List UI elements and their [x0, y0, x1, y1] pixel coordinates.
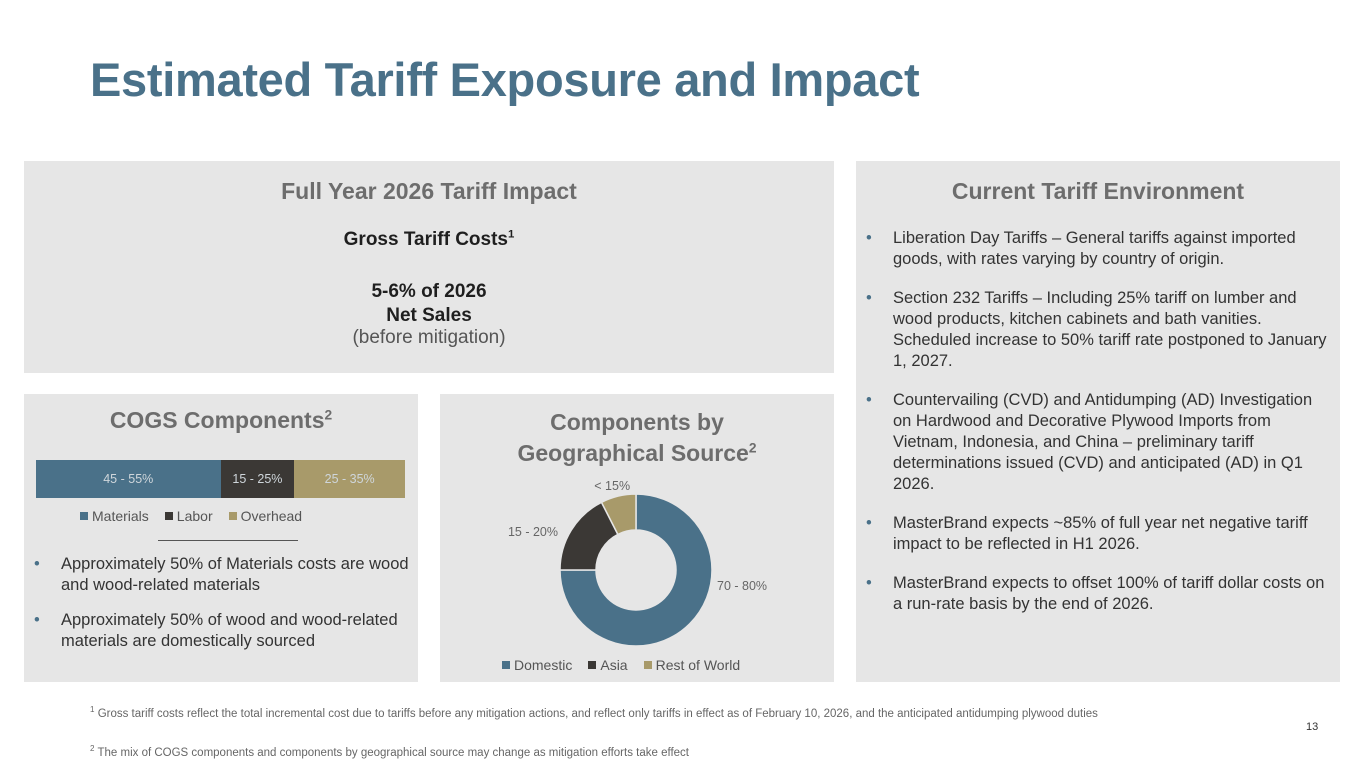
bar-segment-labor: 15 - 25%	[220, 460, 295, 498]
bullet-icon: •	[34, 611, 40, 629]
legend-label: Domestic	[514, 657, 573, 673]
bullet-icon: •	[34, 555, 40, 573]
gross-tariff-costs-label: Gross Tariff Costs1	[343, 228, 515, 250]
bullet-icon: •	[866, 514, 872, 532]
legend-label: Asia	[600, 657, 628, 673]
list-item: • MasterBrand expects to offset 100% of t…	[866, 574, 1325, 613]
list-item: • MasterBrand expects ~85% of full year n…	[866, 514, 1308, 553]
donut-label-asia: 15 - 20%	[508, 525, 558, 539]
footnote-1: 1 Gross tariff costs reflect the total i…	[90, 705, 1098, 720]
tariff-impact-panel: Full Year 2026 Tariff Impact Gross Tarif…	[24, 161, 834, 373]
footnote-2: 2 The mix of COGS components and compone…	[90, 744, 689, 759]
legend-label: Materials	[92, 508, 149, 524]
net-sales-percentage: 5-6% of 2026 Net Sales	[371, 281, 487, 326]
legend-swatch	[643, 661, 652, 669]
legend-item-overhead: Overhead	[228, 508, 303, 524]
legend-item-domestic: Domestic	[502, 657, 572, 673]
list-item: • Liberation Day Tariffs – General tariff…	[866, 229, 1296, 268]
legend-label: Labor	[176, 508, 213, 524]
geographical-source-panel: Components by Geographical Source2 70 - …	[440, 394, 834, 682]
donut-slice-rest-of-world	[600, 493, 637, 536]
legend-item-rest-of-world: Rest of World	[643, 657, 741, 673]
cogs-components-panel: COGS Components2 45 - 55% 15 - 25% 25 - 35…	[24, 394, 418, 682]
legend-swatch	[80, 512, 88, 520]
tariff-environment-list: • Liberation Day Tariffs – General tariff…	[866, 228, 1332, 633]
donut-label-domestic: 70 - 80%	[717, 579, 767, 593]
cogs-components-heading: COGS Components2	[109, 407, 333, 433]
bullet-icon: •	[866, 391, 872, 409]
tariff-environment-heading: Current Tariff Environment	[951, 178, 1245, 204]
legend-swatch	[228, 512, 237, 520]
donut-slice-domestic	[559, 493, 713, 647]
legend-item-labor: Labor	[164, 508, 213, 524]
page-title: Estimated Tariff Exposure and Impact	[90, 53, 920, 106]
list-item: • Approximately 50% of Materials costs ar…	[34, 555, 409, 594]
geographical-source-heading: Components by Geographical Source2	[517, 409, 757, 466]
list-item: • Section 232 Tariffs – Including 25% tar…	[866, 289, 1327, 370]
cogs-stacked-bar: 45 - 55% 15 - 25% 25 - 35%	[36, 460, 405, 498]
legend-swatch	[164, 512, 173, 520]
tariff-impact-heading: Full Year 2026 Tariff Impact	[281, 178, 577, 204]
legend-swatch	[588, 661, 597, 669]
bullet-icon: •	[866, 289, 872, 307]
list-item: • Countervailing (CVD) and Antidumping (A…	[866, 391, 1313, 493]
donut-label-rest-of-world: < 15%	[594, 479, 630, 493]
cogs-legend: Materials Labor Overhead	[80, 508, 318, 524]
before-mitigation-note: (before mitigation)	[352, 327, 506, 348]
legend-swatch	[502, 661, 510, 669]
legend-item-asia: Asia	[588, 657, 628, 673]
geo-donut-chart: 70 - 80% 15 - 20% < 15%	[508, 479, 767, 647]
cogs-notes-list: • Approximately 50% of Materials costs ar…	[34, 554, 414, 666]
divider	[158, 540, 298, 541]
bar-segment-overhead: 25 - 35%	[294, 460, 405, 498]
legend-item-materials: Materials	[80, 508, 149, 524]
bullet-icon: •	[866, 229, 872, 247]
page-number: 13	[1306, 721, 1319, 733]
legend-label: Rest of World	[655, 657, 741, 673]
legend-label: Overhead	[240, 508, 303, 524]
bar-segment-materials: 45 - 55%	[36, 460, 221, 498]
list-item: • Approximately 50% of wood and wood-rela…	[34, 611, 398, 650]
geo-legend: Domestic Asia Rest of World	[502, 657, 756, 673]
bullet-icon: •	[866, 574, 872, 592]
footnote-ref-1: 1	[508, 228, 515, 241]
tariff-environment-panel: Current Tariff Environment • Liberation D…	[856, 161, 1340, 682]
